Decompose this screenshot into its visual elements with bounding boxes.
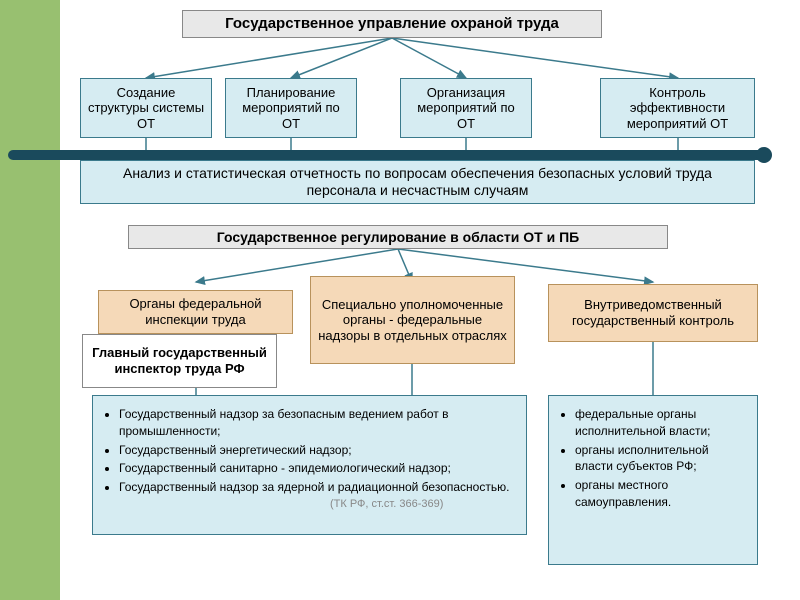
node-r2a: Органы федеральной инспекции труда xyxy=(98,290,293,334)
list-item: федеральные органы исполнительной власти… xyxy=(575,406,749,440)
node-analysis: Анализ и статистическая отчетность по во… xyxy=(80,160,755,204)
list-item: органы местного самоуправления. xyxy=(575,477,749,511)
node-r2b: Специально уполномоченные органы - федер… xyxy=(310,276,515,364)
footer-reference: (ТК РФ, ст.ст. 366-369) xyxy=(330,498,443,510)
node-r1a: Создание структуры системы ОТ xyxy=(80,78,212,138)
list-item: Государственный надзор за ядерной и ради… xyxy=(119,479,518,496)
list-item: Государственный надзор за безопасным вед… xyxy=(119,406,518,440)
node-reg_title: Государственное регулирование в области … xyxy=(128,225,668,249)
divider-bar xyxy=(8,150,768,160)
list-item: Государственный энергетический надзор; xyxy=(119,442,518,459)
list-right_list: федеральные органы исполнительной власти… xyxy=(548,395,758,565)
node-main_title: Государственное управление охраной труда xyxy=(182,10,602,38)
node-r1d: Контроль эффективности мероприятий ОТ xyxy=(600,78,755,138)
node-r1c: Организация мероприятий по ОТ xyxy=(400,78,532,138)
list-item: Государственный санитарно - эпидемиологи… xyxy=(119,460,518,477)
diagram-content: Государственное управление охраной труда… xyxy=(0,0,800,600)
node-r1b: Планирование мероприятий по ОТ xyxy=(225,78,357,138)
list-left_list: Государственный надзор за безопасным вед… xyxy=(92,395,527,535)
node-r2c: Внутриведомственный государственный конт… xyxy=(548,284,758,342)
node-inspector: Главный государственный инспектор труда … xyxy=(82,334,277,388)
list-item: органы исполнительной власти субъектов Р… xyxy=(575,442,749,476)
